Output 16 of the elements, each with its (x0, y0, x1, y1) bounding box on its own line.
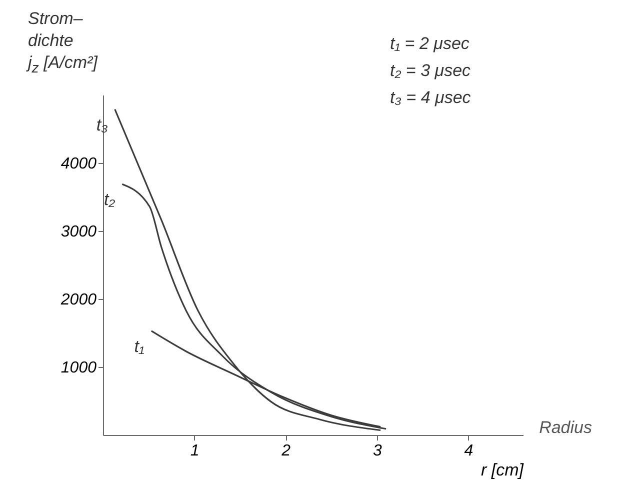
series-label: t₁ (134, 336, 144, 356)
text: t₁ = 2 μsec (390, 33, 470, 55)
text: t₂ = 3 μsec (390, 60, 471, 82)
series-label: t₂ (104, 190, 116, 210)
y-tick-label: 3000 (60, 224, 97, 240)
x-tick-label: 3 (372, 442, 382, 460)
y-tick-label: 2000 (60, 292, 97, 308)
annotation: t₃ = 4 μsec (390, 87, 471, 109)
text: Radius (539, 418, 592, 438)
x-axis-title: r [cm] (481, 460, 525, 480)
x-tick-label: 2 (280, 442, 291, 460)
x-tick-label: 4 (464, 442, 474, 460)
y-tick-label: 1000 (60, 360, 97, 376)
y-axis-title: Strom– dichte j$_{z}$ [A/cm²] (28, 8, 98, 78)
x-tick-label: 1 (190, 442, 200, 460)
y-tick-label: 4000 (60, 156, 97, 172)
